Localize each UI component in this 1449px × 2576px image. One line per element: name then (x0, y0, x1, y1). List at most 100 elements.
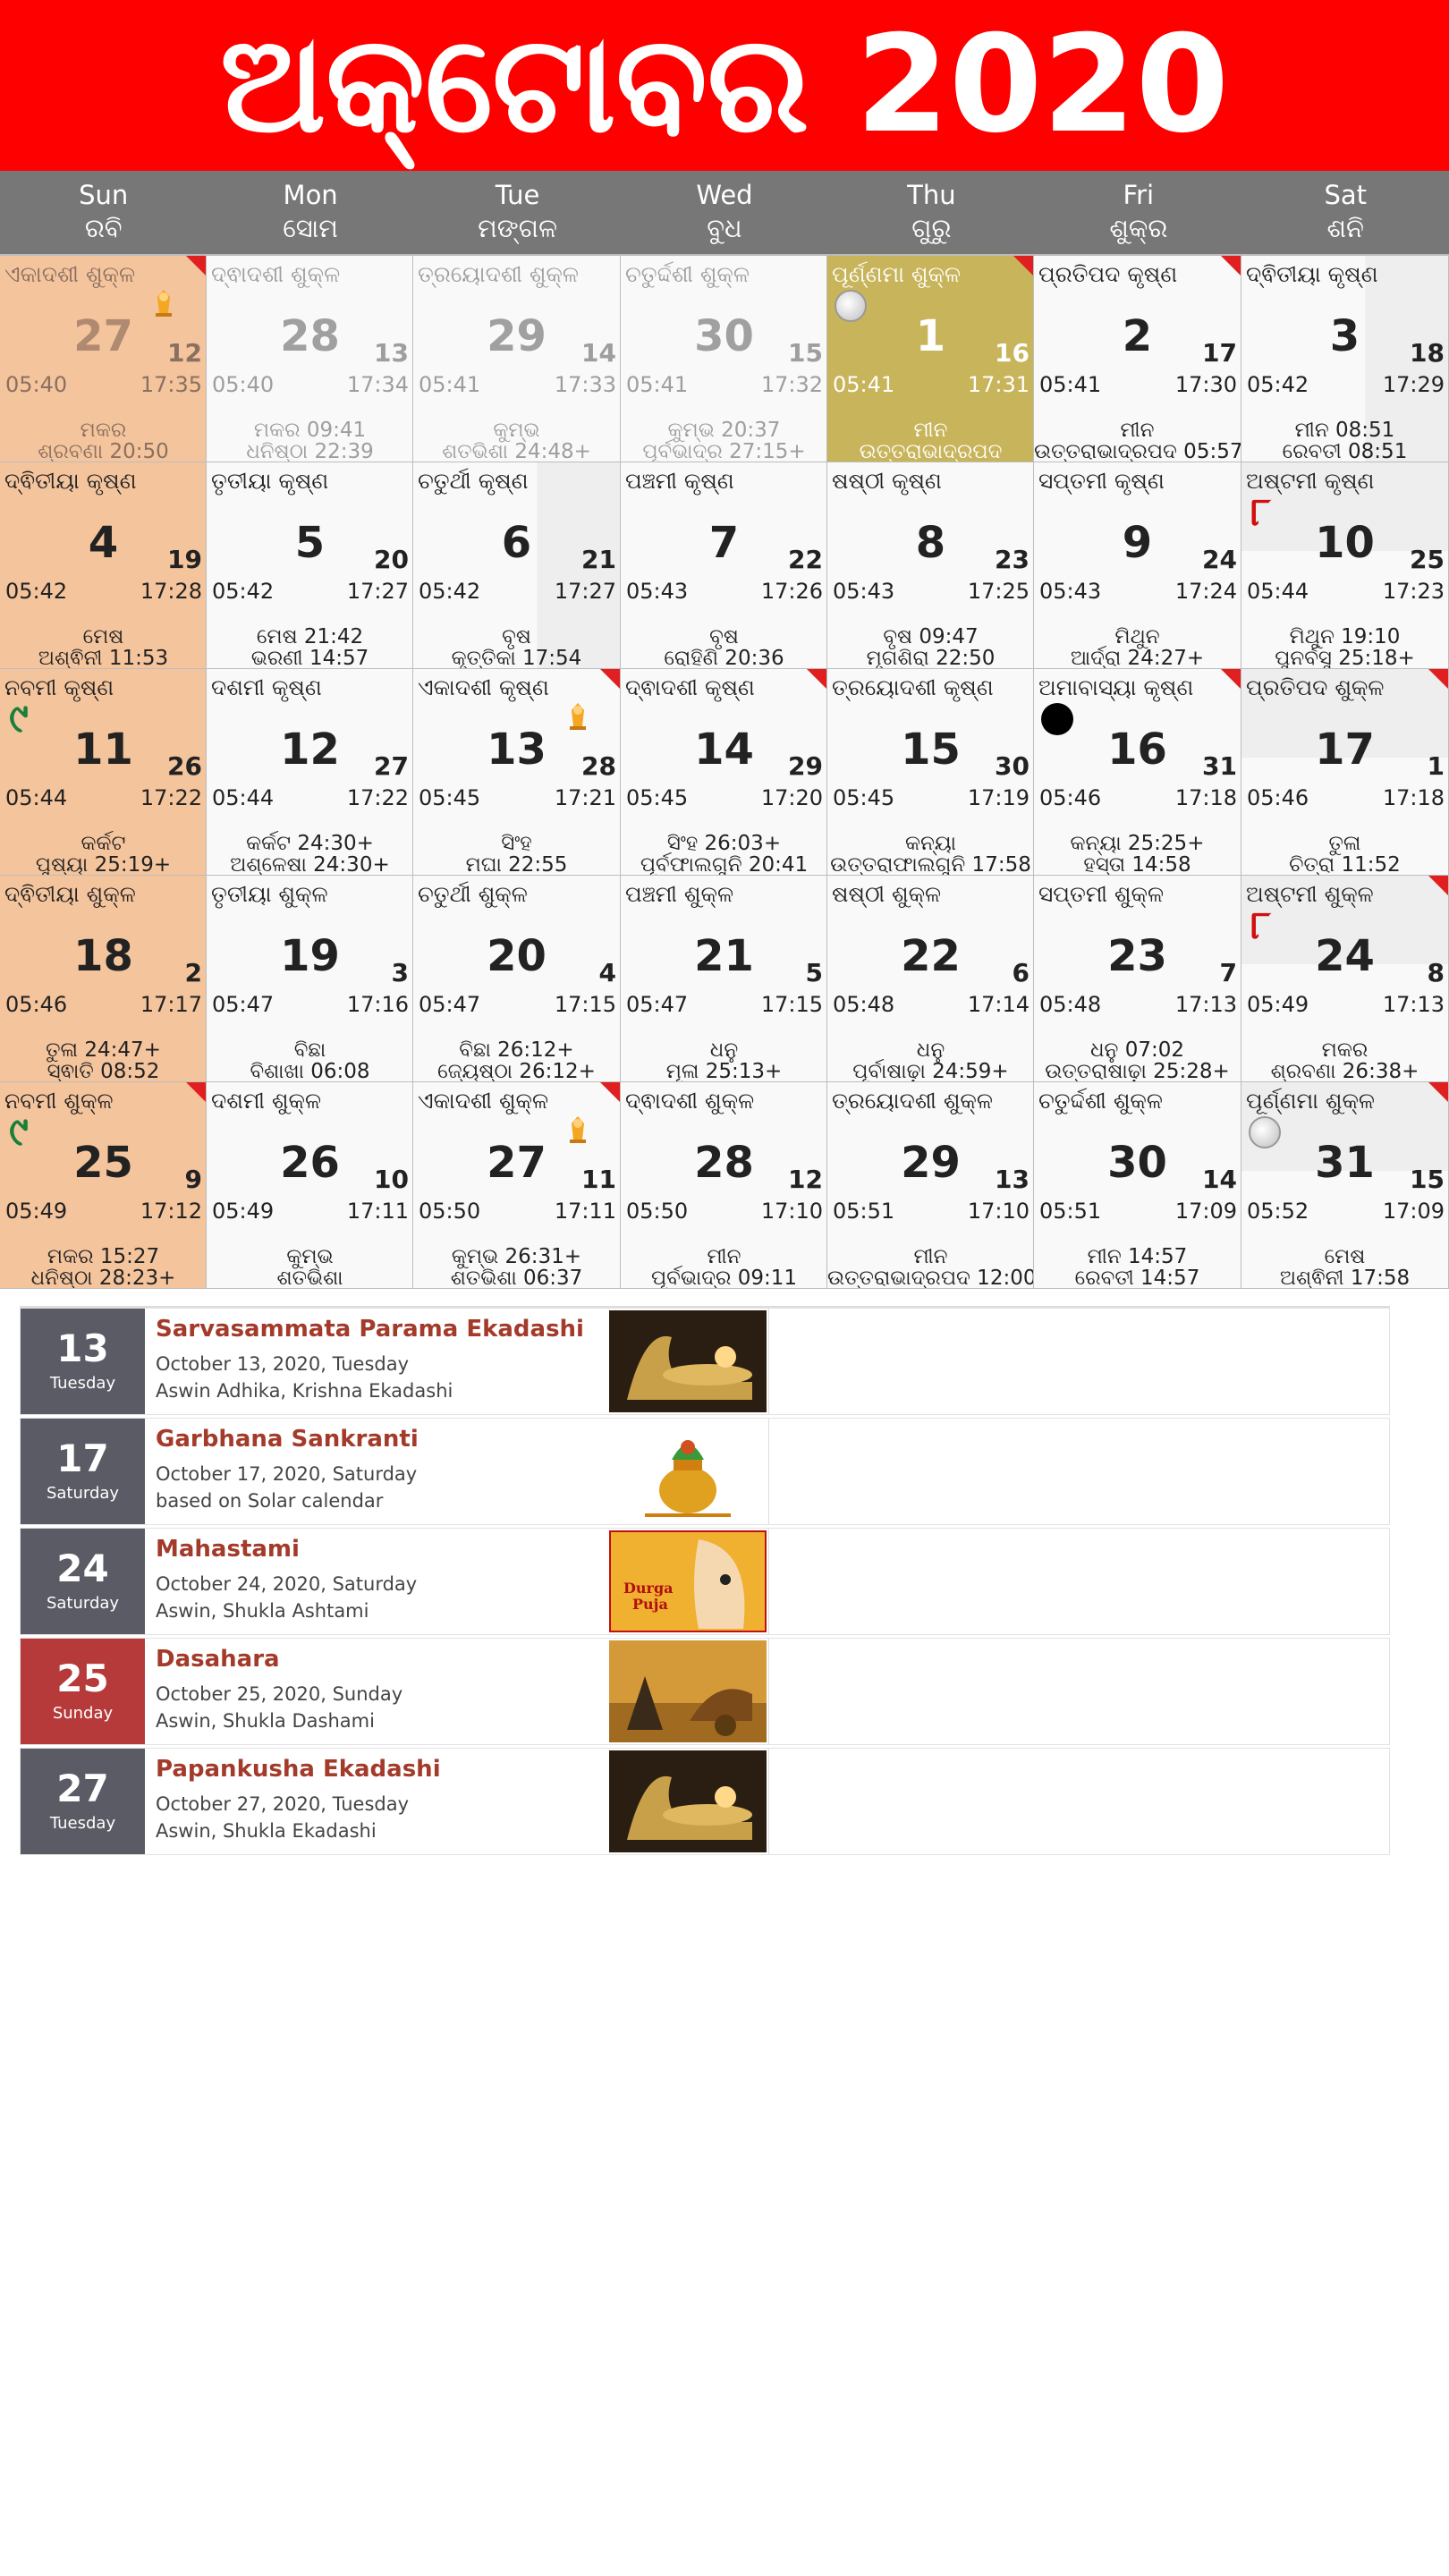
festival-description: Aswin, Shukla Ashtami (156, 1600, 369, 1622)
day-cell[interactable]: ସପ୍ତମୀ ଶୁକ୍ଳ 23 7 05:48 17:13 ଧନୁ 07:02 ଉତ୍ତରା… (1034, 876, 1241, 1082)
date-number: 5 (294, 518, 326, 568)
festival-item[interactable]: 25 Sunday Dasahara October 25, 2020, Sunday… (20, 1638, 1390, 1745)
divider (768, 1529, 769, 1634)
day-cell[interactable]: ଦଶମୀ କୃଷ୍ଣ 12 27 05:44 17:22 କର୍କଟ 24:30+ ଅଶ୍ଳ… (207, 669, 413, 876)
day-cell[interactable]: ପୂର୍ଣ୍ଣମା ଶୁକ୍ଳ 31 15 05:52 17:09 ମେଷ ଅଶ୍ଵିନୀ … (1241, 1082, 1449, 1289)
sunset-time: 17:22 (140, 785, 202, 810)
festival-weekday: Tuesday (49, 1814, 116, 1833)
sunset-time: 17:35 (140, 372, 202, 397)
rashi-text: କୁମ୍ଭ 20:37 (667, 419, 781, 442)
day-cell[interactable]: ତୃତୀୟା କୃଷ୍ଣ 5 20 05:42 17:27 ମେଷ 21:42 ଭରଣୀ 1… (207, 462, 413, 669)
day-cell[interactable]: ଏକାଦଶୀ ଶୁକ୍ଳ 27 12 05:40 17:35 ମକର ଶ୍ରବଣା 20:5… (0, 256, 207, 462)
day-cell[interactable]: ନବମୀ ଶୁକ୍ଳ 25 9 05:49 17:12 ମକର 15:27 ଧନିଷ୍ଠା … (0, 1082, 207, 1289)
day-cell[interactable]: ଷଷ୍ଠୀ କୃଷ୍ଣ 8 23 05:43 17:25 ବୃଷ 09:47 ମୃଗଶିରା… (827, 462, 1034, 669)
nakshatra-text: ରୋହିଣି 20:36 (664, 647, 784, 669)
vishnu-reclining-image (609, 1310, 767, 1412)
nakshatra-text: ବିଶାଖା 06:08 (250, 1060, 370, 1082)
festival-marker-icon (186, 256, 206, 275)
day-cell[interactable]: ଦ୍ଵିତୀୟା କୃଷ୍ଣ 4 19 05:42 17:28 ମେଷ ଅଶ୍ଵିନୀ 11… (0, 462, 207, 669)
day-cell[interactable]: ଚତୁର୍ଦ୍ଦଶୀ ଶୁକ୍ଳ 30 15 05:41 17:32 କୁମ୍ଭ 20:3… (621, 256, 827, 462)
festival-date-box: 24 Saturday (21, 1529, 145, 1634)
secondary-date: 26 (167, 751, 202, 781)
sunset-time: 17:14 (967, 992, 1030, 1017)
sunset-time: 17:21 (554, 785, 616, 810)
rashi-text: ମୀନ 08:51 (1294, 419, 1395, 442)
day-cell[interactable]: ପ୍ରତିପଦ କୃଷ୍ଣ 2 17 05:41 17:30 ମୀନ ଉତ୍ତରାଭାଦ୍ର… (1034, 256, 1241, 462)
day-cell[interactable]: ଏକାଦଶୀ କୃଷ୍ଣ 13 28 05:45 17:21 ସିଂହ ମଘା 22:55 (413, 669, 621, 876)
date-number: 14 (694, 724, 754, 775)
day-cell[interactable]: ତ୍ରୟୋଦଶୀ ଶୁକ୍ଳ 29 14 05:41 17:33 କୁମ୍ଭ ଶତଭିଶା … (413, 256, 621, 462)
sunset-time: 17:33 (554, 372, 616, 397)
sunrise-time: 05:52 (1247, 1199, 1309, 1224)
weekday-sun: Sun ରବି (0, 171, 207, 254)
date-number: 26 (280, 1138, 340, 1188)
rama-chariot-image (609, 1640, 767, 1742)
festival-item[interactable]: 24 Saturday Mahastami October 24, 2020, Sat… (20, 1528, 1390, 1635)
festival-item[interactable]: 27 Tuesday Papankusha Ekadashi October 27, … (20, 1748, 1390, 1855)
day-cell[interactable]: ଦଶମୀ ଶୁକ୍ଳ 26 10 05:49 17:11 କୁମ୍ଭ ଶତଭିଶା (207, 1082, 413, 1289)
day-cell[interactable]: ଦ୍ଵାଦଶୀ କୃଷ୍ଣ 14 29 05:45 17:20 ସିଂହ 26:03+ ପୂ… (621, 669, 827, 876)
nakshatra-text: ପୂର୍ବଭାଦ୍ର 09:11 (650, 1267, 798, 1289)
festival-day: 13 (56, 1326, 109, 1370)
day-cell[interactable]: ପଞ୍ଚମୀ କୃଷ୍ଣ 7 22 05:43 17:26 ବୃଷ ରୋହିଣି 20:36 (621, 462, 827, 669)
festival-title[interactable]: Mahastami (156, 1536, 300, 1563)
festival-date-box: 25 Sunday (21, 1639, 145, 1744)
day-cell[interactable]: ଚତୁର୍ଥୀ ଶୁକ୍ଳ 20 4 05:47 17:15 ବିଛା 26:12+ ଜ୍ୟ… (413, 876, 621, 1082)
rashi-text: ବିଛା 26:12+ (459, 1038, 574, 1062)
festival-title[interactable]: Sarvasammata Parama Ekadashi (156, 1316, 584, 1343)
day-cell[interactable]: ଅଷ୍ଟମୀ ଶୁକ୍ଳ 24 8 05:49 17:13 ମକର ଶ୍ରବଣା 26:38… (1241, 876, 1449, 1082)
tithi-label: ପୂର୍ଣ୍ଣମା ଶୁକ୍ଳ (1246, 1088, 1375, 1114)
day-cell[interactable]: ଦ୍ଵାଦଶୀ ଶୁକ୍ଳ 28 13 05:40 17:34 ମକର 09:41 ଧନିଷ… (207, 256, 413, 462)
day-cell[interactable]: ନବମୀ କୃଷ୍ଣ 11 26 05:44 17:22 କର୍କଟ ପୁଷ୍ୟା 25:1… (0, 669, 207, 876)
day-cell[interactable]: ଦ୍ଵାଦଶୀ ଶୁକ୍ଳ 28 12 05:50 17:10 ମୀନ ପୂର୍ବଭାଦ୍ର… (621, 1082, 827, 1289)
day-cell[interactable]: ପଞ୍ଚମୀ ଶୁକ୍ଳ 21 5 05:47 17:15 ଧନୁ ମୂଳା 25:13+ (621, 876, 827, 1082)
sunset-time: 17:09 (1382, 1199, 1445, 1224)
festival-item[interactable]: 17 Saturday Garbhana Sankranti October 17, … (20, 1418, 1390, 1525)
date-number: 4 (88, 518, 119, 568)
day-cell[interactable]: ପ୍ରତିପଦ ଶୁକ୍ଳ 17 1 05:46 17:18 ତୁଳା ଚିତ୍ରା 11:… (1241, 669, 1449, 876)
tithi-label: ଏକାଦଶୀ କୃଷ୍ଣ (418, 674, 549, 700)
divider (768, 1749, 769, 1854)
sunrise-time: 05:48 (1039, 992, 1102, 1017)
tithi-label: ପଞ୍ଚମୀ ଶୁକ୍ଳ (625, 881, 733, 907)
rashi-text: ମୀନ (913, 419, 948, 442)
nakshatra-text: ଆର୍ଦ୍ରା 24:27+ (1070, 647, 1205, 669)
kalash-image (609, 1420, 767, 1522)
festival-title[interactable]: Papankusha Ekadashi (156, 1756, 441, 1783)
day-cell[interactable]: ଷଷ୍ଠୀ ଶୁକ୍ଳ 22 6 05:48 17:14 ଧନୁ ପୂର୍ବାଷାଢ଼ା 2… (827, 876, 1034, 1082)
day-cell[interactable]: ଅମାବାସ୍ୟା କୃଷ୍ଣ 16 31 05:46 17:18 କନ୍ୟା 25:25… (1034, 669, 1241, 876)
day-cell[interactable]: ଦ୍ଵିତୀୟା କୃଷ୍ଣ 3 18 05:42 17:29 ମୀନ 08:51 ରେବତ… (1241, 256, 1449, 462)
date-number: 25 (73, 1138, 133, 1188)
day-cell[interactable]: ଦ୍ଵିତୀୟା ଶୁକ୍ଳ 18 2 05:46 17:17 ତୁଳା 24:47+ ସ୍… (0, 876, 207, 1082)
day-cell[interactable]: ଏକାଦଶୀ ଶୁକ୍ଳ 27 11 05:50 17:11 କୁମ୍ଭ 26:31+ ଶତ… (413, 1082, 621, 1289)
nakshatra-text: ପୂର୍ବଫାଲଗୁନି 20:41 (640, 853, 809, 876)
sunrise-time: 05:41 (419, 372, 481, 397)
weekday-mon: Mon ସୋମ (207, 171, 413, 254)
day-cell[interactable]: ଚତୁର୍ଥୀ କୃଷ୍ଣ 6 21 05:42 17:27 ବୃଷ କୃତ୍ତିକା 17… (413, 462, 621, 669)
weekday-sat: Sat ଶନି (1242, 171, 1449, 254)
sunrise-time: 05:42 (5, 579, 68, 604)
secondary-date: 1 (1427, 751, 1445, 781)
day-cell[interactable]: ତ୍ରୟୋଦଶୀ କୃଷ୍ଣ 15 30 05:45 17:19 କନ୍ୟା ଉତ୍ତରାଫ… (827, 669, 1034, 876)
day-cell[interactable]: ପୂର୍ଣ୍ଣମା ଶୁକ୍ଳ 1 16 05:41 17:31 ମୀନ ଉତ୍ତରାଭାଦ… (827, 256, 1034, 462)
secondary-date: 12 (788, 1165, 823, 1194)
festival-title[interactable]: Dasahara (156, 1646, 280, 1673)
secondary-date: 13 (374, 338, 409, 368)
day-cell[interactable]: ସପ୍ତମୀ କୃଷ୍ଣ 9 24 05:43 17:24 ମିଥୁନ ଆର୍ଦ୍ରା 24… (1034, 462, 1241, 669)
day-cell[interactable]: ଅଷ୍ଟମୀ କୃଷ୍ଣ 10 25 05:44 17:23 ମିଥୁନ 19:10 ପୁନ… (1241, 462, 1449, 669)
secondary-date: 23 (995, 545, 1030, 574)
weekday-odia: ସୋମ (283, 213, 338, 243)
festival-title[interactable]: Garbhana Sankranti (156, 1426, 419, 1453)
nakshatra-text: ପୁଷ୍ୟା 25:19+ (35, 853, 172, 876)
festival-item[interactable]: 13 Tuesday Sarvasammata Parama Ekadashi Oct… (20, 1308, 1390, 1415)
deity-icon (147, 286, 181, 320)
day-cell[interactable]: ତ୍ରୟୋଦଶୀ ଶୁକ୍ଳ 29 13 05:51 17:10 ମୀନ ଉତ୍ତରାଭାଦ… (827, 1082, 1034, 1289)
date-number: 28 (694, 1138, 754, 1188)
weekday-odia: ବୁଧ (707, 213, 742, 243)
nakshatra-text: ଶତଭିଶା 24:48+ (442, 440, 591, 462)
rashi-text: କନ୍ୟା 25:25+ (1070, 832, 1205, 855)
day-cell[interactable]: ଚତୁର୍ଦ୍ଦଶୀ ଶୁକ୍ଳ 30 14 05:51 17:09 ମୀନ 14:57 ର… (1034, 1082, 1241, 1289)
divider (768, 1309, 769, 1414)
day-cell[interactable]: ତୃତୀୟା ଶୁକ୍ଳ 19 3 05:47 17:16 ବିଛା ବିଶାଖା 06:0… (207, 876, 413, 1082)
festival-weekday: Saturday (46, 1594, 120, 1613)
